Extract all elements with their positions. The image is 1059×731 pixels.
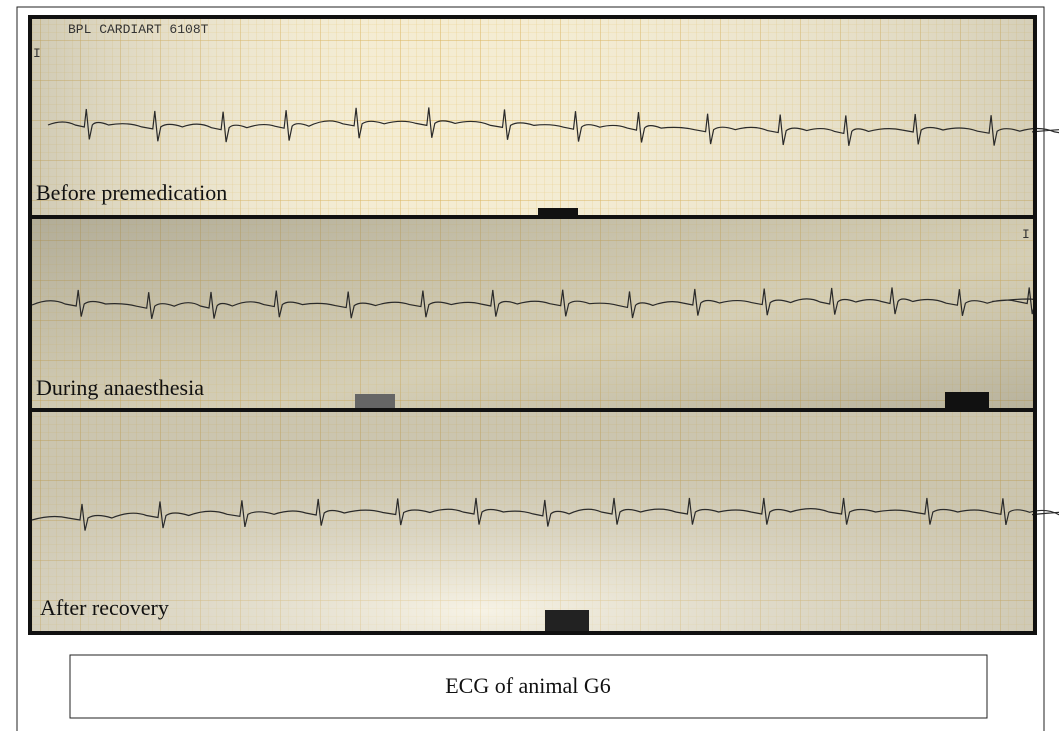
ecg-panel: BPL CARDIART 6108T I Before premedicatio… [28,15,1059,219]
strip-marker [538,208,578,218]
strip-marker [545,610,589,633]
lead-label: I [33,46,41,61]
panel-label: During anaesthesia [36,375,204,400]
ecg-panel: I During anaesthesia [28,215,1037,412]
ecg-panel: After recovery [28,408,1059,635]
strip-header: BPL CARDIART 6108T [68,22,209,37]
ecg-shading [30,410,1035,633]
strip-marker [355,394,395,410]
ecg-shading [30,217,1035,410]
ecg-trace [47,107,1059,146]
panel-label: After recovery [40,595,169,620]
trace-group [31,287,1037,319]
ecg-shading [30,17,1035,217]
panel-label: Before premedication [36,180,227,205]
outer-frame [16,6,1045,731]
ecg-trace [31,287,1037,319]
strip-marker [945,392,989,410]
ecg-trace [31,497,1059,531]
caption: ECG of animal G6 [445,673,611,698]
lead-label: I [1022,227,1030,242]
panel-border [28,408,1037,635]
trace-group [47,107,1059,146]
caption-box [69,654,988,719]
trace-group [31,497,1059,531]
